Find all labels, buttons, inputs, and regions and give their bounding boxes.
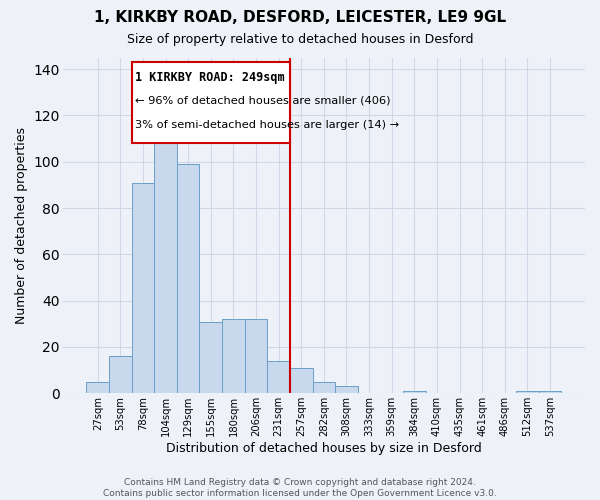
- Text: 1 KIRKBY ROAD: 249sqm: 1 KIRKBY ROAD: 249sqm: [135, 72, 284, 85]
- Bar: [290, 368, 313, 394]
- Bar: [245, 319, 268, 394]
- Text: 3% of semi-detached houses are larger (14) →: 3% of semi-detached houses are larger (1…: [135, 120, 399, 130]
- Bar: [131, 182, 154, 394]
- Bar: [403, 391, 425, 394]
- Bar: [516, 391, 539, 394]
- Bar: [109, 356, 131, 394]
- Text: 1, KIRKBY ROAD, DESFORD, LEICESTER, LE9 9GL: 1, KIRKBY ROAD, DESFORD, LEICESTER, LE9 …: [94, 10, 506, 25]
- Text: ← 96% of detached houses are smaller (406): ← 96% of detached houses are smaller (40…: [135, 96, 391, 106]
- Bar: [335, 386, 358, 394]
- Bar: [154, 127, 177, 394]
- Bar: [539, 391, 561, 394]
- Text: Size of property relative to detached houses in Desford: Size of property relative to detached ho…: [127, 32, 473, 46]
- Bar: [86, 382, 109, 394]
- Text: Contains HM Land Registry data © Crown copyright and database right 2024.
Contai: Contains HM Land Registry data © Crown c…: [103, 478, 497, 498]
- Bar: [268, 361, 290, 394]
- Bar: [222, 319, 245, 394]
- Bar: [313, 382, 335, 394]
- Y-axis label: Number of detached properties: Number of detached properties: [15, 127, 28, 324]
- FancyBboxPatch shape: [131, 62, 290, 143]
- Bar: [199, 322, 222, 394]
- Bar: [177, 164, 199, 394]
- X-axis label: Distribution of detached houses by size in Desford: Distribution of detached houses by size …: [166, 442, 482, 455]
